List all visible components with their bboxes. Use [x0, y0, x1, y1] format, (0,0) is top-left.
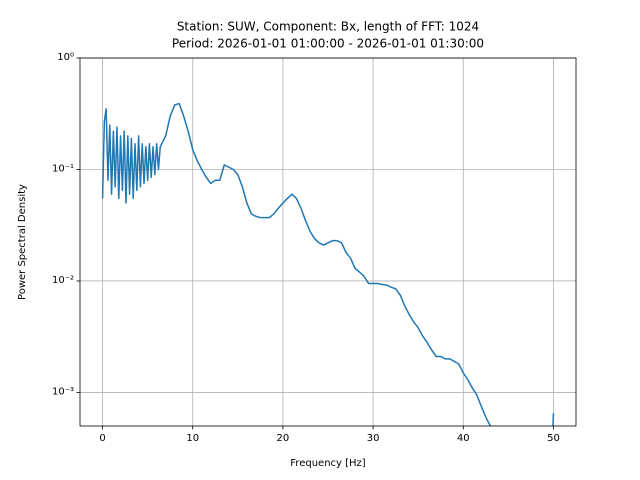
plot-area	[101, 102, 555, 426]
y-tick-label: 10⁻²	[52, 275, 74, 286]
axes-frame	[79, 57, 577, 427]
x-tick-label: 50	[547, 433, 560, 444]
y-axis-label: Power Spectral Density	[17, 184, 28, 300]
x-tick-label: 30	[367, 433, 380, 444]
y-tick-label: 10⁻³	[52, 386, 74, 397]
chart-title: Station: SUW, Component: Bx, length of F…	[177, 20, 479, 34]
x-tick-label: 0	[99, 433, 105, 444]
y-tick-label: 10⁰	[57, 52, 74, 63]
chart-title: Period: 2026-01-01 01:00:00 - 2026-01-01…	[172, 37, 484, 51]
ticks: 0 10 20 30 40 50 10⁰ 10⁻¹ 10⁻² 10⁻³	[52, 52, 560, 444]
x-tick-label: 40	[457, 433, 470, 444]
x-tick-label: 10	[186, 433, 199, 444]
x-axis-label: Frequency [Hz]	[290, 458, 366, 469]
data-line	[101, 102, 555, 426]
x-tick-label: 20	[277, 433, 290, 444]
y-tick-label: 10⁻¹	[52, 163, 74, 174]
